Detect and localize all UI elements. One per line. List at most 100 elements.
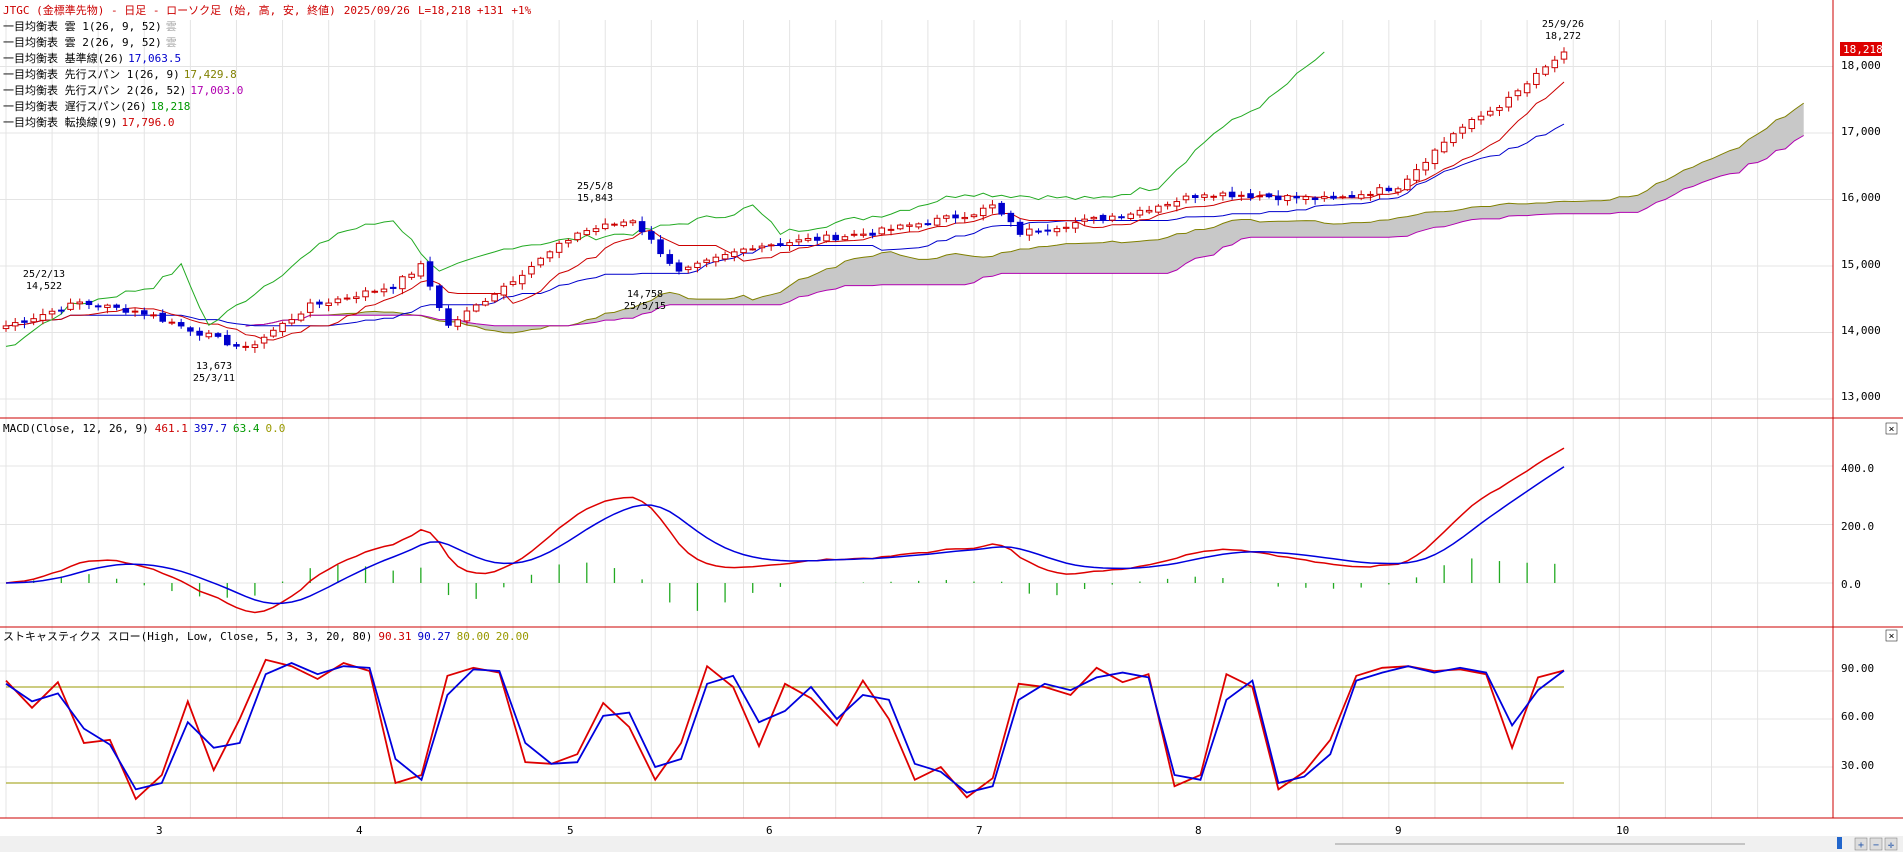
candle[interactable] <box>1238 191 1245 201</box>
candle[interactable] <box>408 271 415 280</box>
candle[interactable] <box>583 227 591 237</box>
candle[interactable] <box>795 234 803 246</box>
candle[interactable] <box>1533 68 1540 89</box>
price-plot[interactable] <box>2 47 1804 353</box>
candle[interactable] <box>1053 225 1061 237</box>
candle[interactable] <box>1450 131 1457 147</box>
scroll-thumb[interactable] <box>1837 837 1842 849</box>
candle[interactable] <box>887 224 895 236</box>
candle[interactable] <box>94 303 102 311</box>
candle[interactable] <box>979 204 987 221</box>
candle[interactable] <box>1542 64 1549 77</box>
candle[interactable] <box>1182 192 1190 204</box>
candle[interactable] <box>1394 186 1402 196</box>
candle[interactable] <box>1201 192 1208 201</box>
candle[interactable] <box>1081 214 1088 226</box>
candle[interactable] <box>896 223 904 231</box>
candle[interactable] <box>76 298 84 310</box>
candle[interactable] <box>334 296 342 306</box>
candle[interactable] <box>1044 224 1052 236</box>
candle[interactable] <box>399 275 406 295</box>
candle[interactable] <box>712 253 720 267</box>
macd-plot[interactable] <box>5 447 1565 614</box>
candle[interactable] <box>343 294 351 301</box>
candle[interactable] <box>159 309 166 323</box>
candle[interactable] <box>592 225 600 236</box>
candle[interactable] <box>1090 215 1098 224</box>
candle[interactable] <box>1118 214 1125 220</box>
candle[interactable] <box>113 303 120 311</box>
candle[interactable] <box>491 292 498 303</box>
candle[interactable] <box>878 226 886 236</box>
candle[interactable] <box>666 249 674 266</box>
candle[interactable] <box>1035 228 1042 235</box>
candle[interactable] <box>1551 55 1559 73</box>
candle[interactable] <box>482 297 489 307</box>
candle[interactable] <box>325 298 332 312</box>
candle[interactable] <box>638 216 646 236</box>
candle[interactable] <box>306 298 314 318</box>
candle[interactable] <box>141 307 148 320</box>
candle[interactable] <box>703 257 710 268</box>
candle[interactable] <box>1247 189 1254 201</box>
candle[interactable] <box>528 261 535 278</box>
candle[interactable] <box>1385 185 1393 193</box>
candle[interactable] <box>721 251 729 262</box>
candle[interactable] <box>48 308 56 319</box>
candle[interactable] <box>1256 191 1264 201</box>
candle[interactable] <box>122 304 130 315</box>
candle[interactable] <box>362 287 369 301</box>
candle[interactable] <box>998 201 1005 217</box>
candle[interactable] <box>786 239 793 252</box>
candle[interactable] <box>933 214 941 227</box>
candle[interactable] <box>970 213 978 219</box>
macd-close-button[interactable] <box>1885 422 1898 435</box>
candle[interactable] <box>1219 190 1227 201</box>
candle[interactable] <box>1016 219 1024 237</box>
candle[interactable] <box>389 283 397 294</box>
candle[interactable] <box>316 299 323 309</box>
candle[interactable] <box>463 306 471 326</box>
candle[interactable] <box>168 318 176 326</box>
candle[interactable] <box>436 284 443 311</box>
candle[interactable] <box>1062 222 1070 233</box>
candle[interactable] <box>518 270 526 290</box>
candle[interactable] <box>1228 186 1236 200</box>
candle[interactable] <box>1293 192 1300 204</box>
candle[interactable] <box>620 219 627 228</box>
candle[interactable] <box>509 276 517 287</box>
candle[interactable] <box>869 228 876 239</box>
fit-button[interactable] <box>1884 837 1898 851</box>
candle[interactable] <box>1422 158 1429 176</box>
zoom-in-button[interactable] <box>1854 837 1868 851</box>
candle[interactable] <box>777 238 784 248</box>
candle[interactable] <box>1348 191 1356 199</box>
candle[interactable] <box>233 341 240 350</box>
candle[interactable] <box>1514 88 1522 101</box>
candle[interactable] <box>187 326 194 336</box>
candle[interactable] <box>1145 205 1153 215</box>
candle[interactable] <box>1007 210 1015 227</box>
candle[interactable] <box>1173 197 1181 212</box>
candle[interactable] <box>1330 191 1337 200</box>
candle[interactable] <box>2 320 10 332</box>
candle[interactable] <box>841 234 849 242</box>
candle[interactable] <box>104 303 111 314</box>
candle[interactable] <box>1127 212 1134 221</box>
candle[interactable] <box>611 222 618 227</box>
candle[interactable] <box>850 230 858 238</box>
candle[interactable] <box>648 226 655 244</box>
candle[interactable] <box>380 283 388 297</box>
candle[interactable] <box>1376 183 1383 200</box>
candle[interactable] <box>565 238 572 248</box>
candle[interactable] <box>1357 190 1365 201</box>
candle[interactable] <box>30 313 37 326</box>
candle[interactable] <box>454 316 461 331</box>
candle[interactable] <box>1413 163 1420 184</box>
candle[interactable] <box>684 265 692 274</box>
candle[interactable] <box>39 308 47 325</box>
candle[interactable] <box>1496 104 1503 117</box>
candle[interactable] <box>546 250 554 263</box>
candle[interactable] <box>767 243 775 251</box>
candle[interactable] <box>242 341 249 351</box>
